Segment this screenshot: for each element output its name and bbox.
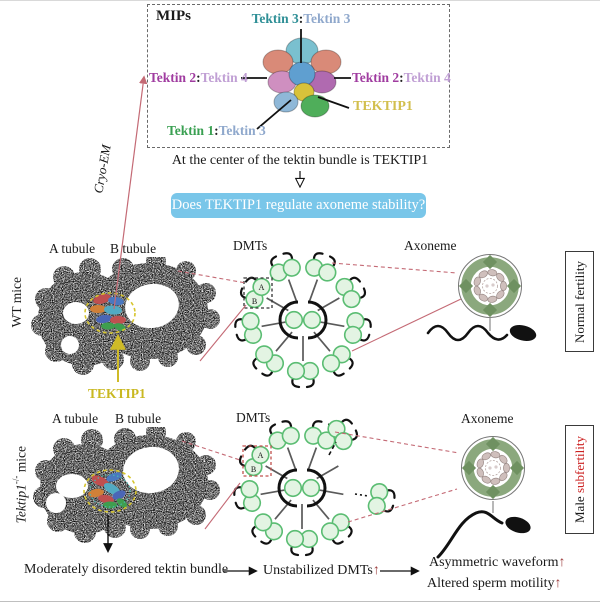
tektin1-text: Tektin 1 (167, 123, 215, 138)
tektin4-text: Tektin 4 (403, 70, 451, 85)
tubule-b-letter: B (252, 297, 257, 306)
motility-text: Altered sperm motility (427, 576, 555, 591)
tektip1-label-mips: TEKTIP1 (353, 99, 413, 114)
subfertility-text: subfertility (571, 435, 587, 494)
tektin3-light-text: Tektin 3 (218, 123, 266, 138)
colon-text: : (399, 70, 404, 85)
wt-sperm (426, 324, 537, 342)
ko-mice-label: Tektip1-/- mice (8, 429, 32, 541)
tubule-a-letter: A (259, 283, 265, 292)
gene-name: Tektip1 (13, 484, 29, 524)
question-box: Does TEKTIP1 regulate axoneme stability? (171, 193, 426, 218)
colon-text: : (214, 123, 219, 138)
wt-b-tubule-label: B tubule (110, 241, 157, 256)
normal-fertility-badge: Normal fertility (565, 251, 594, 352)
wt-axoneme-cross-section (458, 254, 522, 318)
colon-text: : (298, 11, 304, 26)
wt-a-tubule-label: A tubule (49, 241, 96, 256)
ko-dmts-label: DMTs (236, 410, 271, 425)
knockout-superscript: -/- (10, 475, 21, 485)
ko-mice-text: Tektip1-/- mice (11, 446, 30, 523)
wt-tektip1-label: TEKTIP1 (88, 386, 146, 401)
tubule-a-letter: A (258, 451, 264, 460)
ko-cryoem-map (33, 427, 220, 543)
ko-tektin-bundle (83, 469, 137, 513)
tektin2-text: Tektin 2 (352, 70, 400, 85)
up-arrow: ↑ (554, 576, 562, 591)
tektin2-tektin4-label-right: Tektin 2:Tektin 4 (352, 70, 451, 86)
tektin1-tektin3-label: Tektin 1:Tektin 3 (167, 123, 266, 139)
mips-dashed-box (147, 4, 450, 148)
disordered-bundle-text: Moderately disordered tektin bundle (24, 562, 229, 577)
unstabilized-dmts-text: Unstabilized DMTs↑ (263, 563, 380, 579)
ko-axoneme-cross-section (461, 436, 525, 500)
wt-mice-text: WT mice (9, 276, 24, 328)
wt-axoneme-label: Axoneme (404, 238, 457, 253)
mice-text: mice (13, 446, 29, 476)
ko-a-tubule-label: A tubule (52, 411, 99, 426)
ko-sperm (436, 510, 531, 559)
colon-text: : (196, 70, 201, 85)
cryoem-label: Cryo-EM (90, 143, 114, 195)
male-subfertility-text: Male subfertility (572, 436, 588, 523)
ko-dmt-wheel: AB (233, 418, 396, 557)
male-subfertility-badge: Male subfertility (565, 425, 594, 534)
wt-cryoem-map (31, 257, 220, 375)
waveform-text: Asymmetric waveform (429, 555, 559, 570)
asymmetric-waveform-text: Asymmetric waveform↑ (429, 555, 565, 571)
tektin2-text: Tektin 2 (149, 70, 197, 85)
mips-title: MIPs (156, 8, 191, 24)
up-arrow: ↑ (372, 563, 380, 578)
tubule-b-letter: B (251, 465, 256, 474)
wt-dmts-label: DMTs (233, 238, 268, 253)
ko-axoneme-label: Axoneme (461, 411, 514, 426)
tektin4-text: Tektin 4 (200, 70, 248, 85)
tektin-complex-illustration (262, 37, 342, 118)
up-arrow: ↑ (558, 555, 566, 570)
tektin3-tektin3-label: Tektin 3:Tektin 3 (221, 11, 381, 27)
male-text: Male (571, 493, 587, 523)
normal-fertility-text: Normal fertility (571, 260, 587, 343)
altered-motility-text: Altered sperm motility↑ (427, 576, 562, 592)
ko-b-tubule-label: B tubule (115, 411, 162, 426)
tektin3-text: Tektin 3 (251, 11, 299, 26)
tektin3-light-text: Tektin 3 (303, 11, 351, 26)
wt-mice-label: WT mice (6, 256, 28, 348)
unstabilized-text: Unstabilized DMTs (263, 563, 373, 578)
mips-caption: At the center of the tektin bundle is TE… (171, 153, 429, 168)
tektin2-tektin4-label-left: Tektin 2:Tektin 4 (149, 70, 248, 86)
wt-dmt-wheel: AB (234, 252, 372, 389)
